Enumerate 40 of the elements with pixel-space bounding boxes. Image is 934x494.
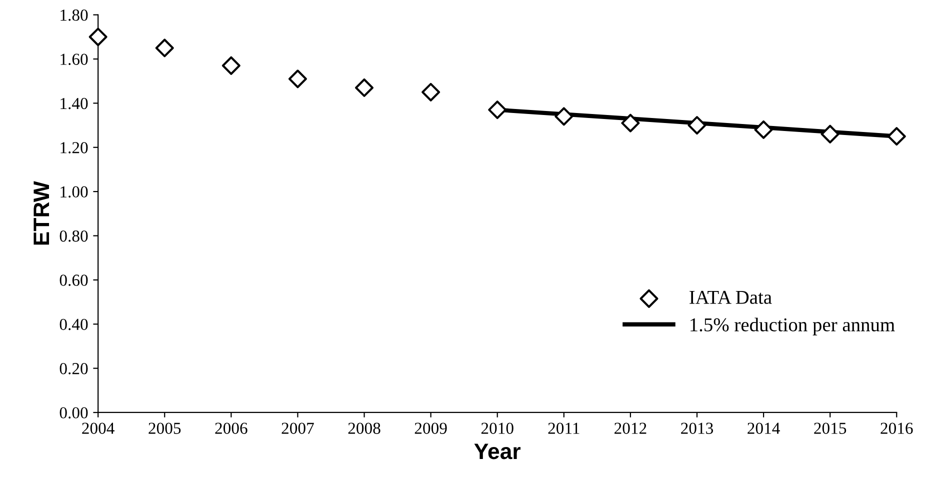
point bbox=[754, 120, 773, 139]
x-tick-label: 2005 bbox=[148, 422, 181, 434]
y-axis-title: ETRW bbox=[34, 181, 50, 245]
x-tick-label: 2010 bbox=[481, 422, 514, 434]
x-axis-title: Year bbox=[474, 444, 521, 460]
legend-label: 1.5% reduction per annum bbox=[690, 318, 895, 336]
point bbox=[820, 124, 840, 144]
x-tick-label: 2011 bbox=[548, 422, 580, 434]
y-tick-label: 0.80 bbox=[60, 230, 88, 242]
point bbox=[288, 70, 307, 88]
point bbox=[488, 100, 507, 120]
x-tick-label: 2006 bbox=[215, 422, 248, 434]
point bbox=[621, 114, 640, 132]
x-tick-label: 2015 bbox=[814, 422, 846, 434]
x-tick-label: 2004 bbox=[82, 422, 114, 434]
point bbox=[88, 28, 108, 46]
x-tick-label: 2012 bbox=[614, 422, 646, 434]
y-tick-label: 0.20 bbox=[60, 363, 88, 374]
point bbox=[155, 38, 174, 58]
point bbox=[222, 56, 240, 75]
point bbox=[554, 107, 574, 126]
y-tick-label: 0.60 bbox=[60, 274, 88, 286]
y-tick-label: 1.00 bbox=[60, 186, 88, 198]
y-tick-label: 1.60 bbox=[60, 54, 88, 66]
legend-label: IATA Data bbox=[690, 290, 772, 304]
point bbox=[887, 127, 906, 146]
x-tick-label: 2009 bbox=[414, 422, 447, 434]
x-tick-label: 2008 bbox=[348, 422, 380, 434]
x-tick-label: 2007 bbox=[282, 422, 314, 434]
y-tick-label: 0.40 bbox=[60, 318, 88, 330]
point bbox=[688, 116, 706, 135]
x-tick-label: 2013 bbox=[681, 422, 714, 434]
y-tick-label: 1.40 bbox=[60, 98, 88, 110]
point bbox=[422, 82, 440, 102]
x-tick-label: 2014 bbox=[748, 422, 780, 434]
y-tick-label: 0.00 bbox=[60, 407, 88, 419]
y-tick-label: 1.20 bbox=[60, 142, 88, 154]
x-tick-label: 2016 bbox=[880, 422, 913, 434]
point bbox=[355, 78, 374, 97]
y-tick-label: 1.80 bbox=[60, 10, 88, 21]
